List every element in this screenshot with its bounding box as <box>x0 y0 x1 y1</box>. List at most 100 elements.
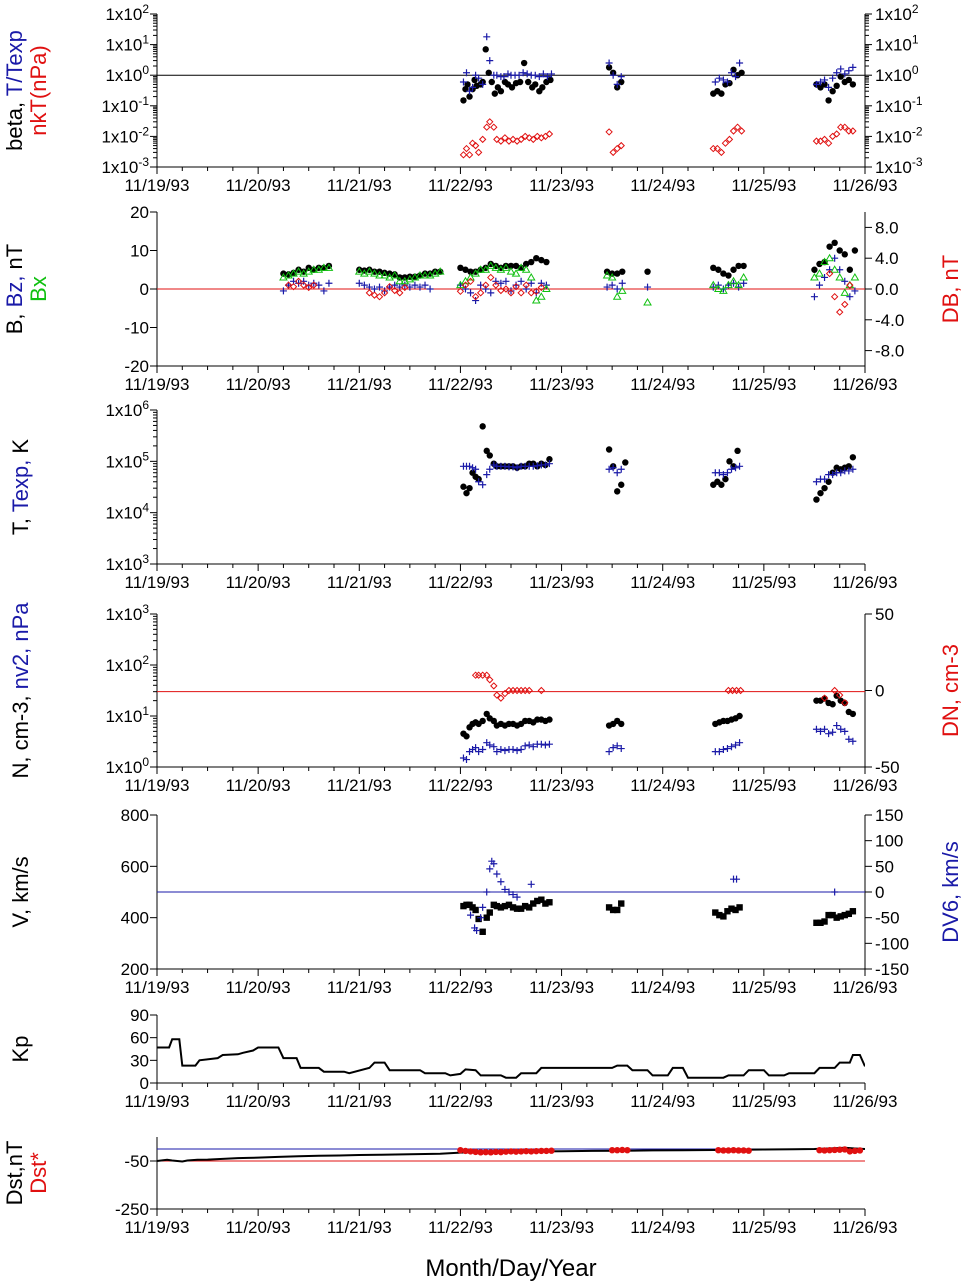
point-diamond <box>471 292 480 301</box>
x-tick-label: 11/21/93 <box>327 375 392 394</box>
point-dot <box>730 1147 737 1154</box>
x-tick-label: 11/19/93 <box>125 776 190 795</box>
point-square <box>505 901 513 909</box>
point-plus <box>547 70 555 78</box>
point-dot <box>457 1147 464 1154</box>
panel-kp: 11/19/93 11/20/93 11/21/93 11/22/93 11/23/93… <box>8 1006 897 1111</box>
point-plus <box>732 741 740 749</box>
point-triangle <box>713 284 723 292</box>
point-diamond <box>490 123 498 131</box>
y-tick-label-right: 1x100 <box>875 63 919 85</box>
point-plus <box>829 471 837 479</box>
point-plus <box>517 277 525 285</box>
point-dot <box>831 1146 838 1154</box>
point-diamond <box>483 123 491 131</box>
point-dot <box>710 264 717 272</box>
x-tick-label: 11/21/93 <box>327 1092 392 1111</box>
y-tick-label: 1x100 <box>105 63 149 85</box>
point-dot <box>821 1147 828 1154</box>
point-square <box>526 904 533 911</box>
point-diamond <box>471 671 480 679</box>
point-diamond <box>836 691 844 699</box>
point-dot <box>466 484 473 492</box>
point-triangle <box>840 288 850 296</box>
y-tick-label-right: 8.0 <box>875 218 899 237</box>
y-axis-title: T, Texp, K <box>8 439 33 536</box>
panel-dst: 11/19/93 11/20/93 11/21/93 11/22/93 11/23/93… <box>2 1137 897 1237</box>
point-dot <box>816 260 823 268</box>
point-dot <box>538 256 545 264</box>
point-plus <box>483 33 491 41</box>
point-plus <box>487 289 495 297</box>
point-triangle <box>395 276 405 285</box>
y-tick-label-right: 0 <box>875 682 884 701</box>
point-diamond <box>522 281 530 289</box>
x-tick-label: 11/22/93 <box>428 375 493 394</box>
point-dot <box>491 90 499 97</box>
x-tick-label: 11/25/93 <box>731 176 796 195</box>
y-axis-title-part: Dst* <box>26 1152 51 1194</box>
x-tick-label: 11/24/93 <box>630 573 695 592</box>
point-dot <box>851 247 859 254</box>
point-plus <box>812 80 820 88</box>
y-tick-label: -250 <box>115 1200 149 1219</box>
point-diamond <box>478 671 487 679</box>
point-plus <box>502 277 510 285</box>
point-dot <box>851 1147 859 1155</box>
point-plus <box>618 279 626 287</box>
x-tick-label: 11/25/93 <box>731 375 796 394</box>
x-tick-label: 11/23/93 <box>529 1218 594 1237</box>
point-diamond <box>509 135 517 144</box>
point-dot <box>547 76 554 84</box>
point-diamond <box>305 283 313 292</box>
point-diamond <box>365 289 374 297</box>
point-plus <box>833 722 841 730</box>
data-layer <box>157 1146 865 1163</box>
point-plus <box>469 464 477 472</box>
point-square <box>609 906 617 914</box>
point-triangle <box>739 272 748 281</box>
point-diamond <box>517 289 525 297</box>
point-plus <box>320 287 328 295</box>
point-square <box>546 899 553 906</box>
point-dot <box>467 1148 474 1155</box>
point-dot <box>825 478 832 485</box>
x-tick-label: 11/20/93 <box>226 573 291 592</box>
point-plus <box>644 283 652 291</box>
point-plus <box>730 279 738 287</box>
point-diamond <box>370 291 379 299</box>
point-triangle <box>536 292 546 300</box>
series-line <box>157 1146 865 1163</box>
point-diamond <box>487 273 495 282</box>
panel-beta: 11/19/93 11/20/93 11/21/93 11/22/93 11/23/93… <box>2 2 923 195</box>
y-tick-label: -20 <box>124 357 149 376</box>
point-plus <box>831 888 839 896</box>
point-triangle <box>365 267 374 275</box>
point-dot <box>522 1147 530 1155</box>
point-diamond <box>841 300 849 309</box>
point-diamond <box>493 135 501 144</box>
point-diamond <box>513 137 521 145</box>
point-plus <box>541 461 549 469</box>
point-diamond <box>486 118 494 126</box>
y-axis-title-part: Texp, <box>8 454 33 513</box>
point-dot <box>614 270 621 277</box>
point-plus <box>527 880 535 888</box>
y-tick-label: -10 <box>124 319 149 338</box>
point-triangle <box>380 271 389 279</box>
y-axis-title-part: beta, <box>2 96 27 151</box>
point-diamond <box>825 269 834 278</box>
point-square <box>472 906 479 914</box>
point-plus <box>603 283 611 291</box>
x-tick-label: 11/24/93 <box>630 978 695 997</box>
point-plus <box>492 277 500 285</box>
point-plus <box>493 748 501 756</box>
y-axis-title-part: nT <box>2 244 27 270</box>
point-dot <box>460 97 467 104</box>
point-plus <box>531 71 539 79</box>
point-plus <box>851 287 859 295</box>
point-plus <box>473 927 481 934</box>
point-dot <box>466 93 473 100</box>
point-diamond <box>837 123 845 131</box>
point-diamond <box>517 686 525 695</box>
